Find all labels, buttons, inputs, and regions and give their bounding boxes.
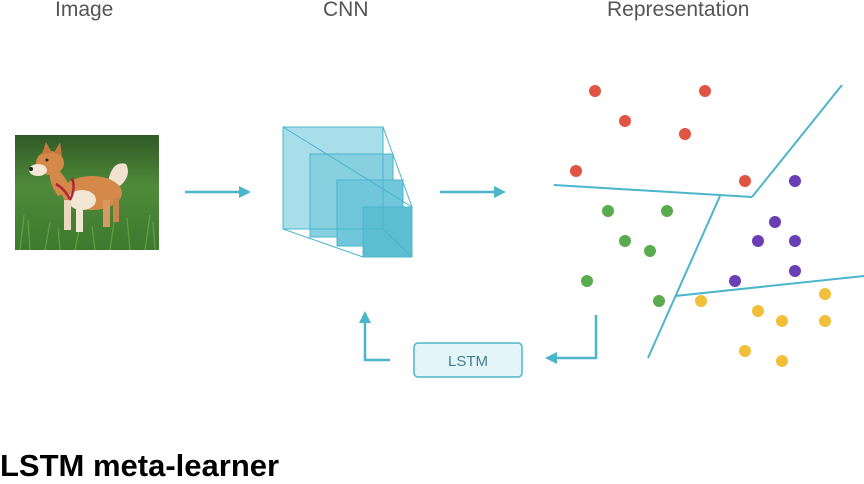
point-yellow <box>739 345 751 357</box>
point-red <box>699 85 711 97</box>
arrow-left-representation-to-lstm <box>545 315 598 364</box>
point-red <box>619 115 631 127</box>
shiba-inu-dog-photo <box>15 135 159 251</box>
cnn-label: CNN <box>323 0 369 21</box>
arrow-right-cnn-to-representation <box>440 186 506 198</box>
lstm-label: LSTM <box>448 353 488 370</box>
point-green <box>619 235 631 247</box>
representation-points-purple <box>729 175 801 287</box>
point-yellow <box>752 305 764 317</box>
point-yellow <box>695 295 707 307</box>
point-purple <box>769 216 781 228</box>
page-title: LSTM meta-learner <box>0 448 280 483</box>
point-purple <box>789 235 801 247</box>
point-red <box>589 85 601 97</box>
point-green <box>661 205 673 217</box>
meta-learner-diagram: LSTM <box>15 84 864 378</box>
point-purple <box>789 265 801 277</box>
representation-points-green <box>581 205 673 307</box>
point-green <box>602 205 614 217</box>
point-purple <box>789 175 801 187</box>
point-yellow <box>819 288 831 300</box>
point-green <box>581 275 593 287</box>
point-purple <box>752 235 764 247</box>
image-label: Image <box>55 0 114 21</box>
point-yellow <box>776 355 788 367</box>
point-red <box>739 175 751 187</box>
point-red <box>570 165 582 177</box>
decision-boundaries <box>553 84 864 359</box>
representation-points-yellow <box>695 288 831 367</box>
point-red <box>679 128 691 140</box>
point-green <box>644 245 656 257</box>
lstm-box: LSTM <box>413 342 523 378</box>
arrow-right-image-to-cnn <box>185 186 251 198</box>
arrow-up-lstm-to-cnn <box>359 311 390 362</box>
representation-points-red <box>570 85 751 187</box>
point-purple <box>729 275 741 287</box>
representation-label: Representation <box>607 0 750 21</box>
point-yellow <box>819 315 831 327</box>
point-yellow <box>776 315 788 327</box>
cnn-cube-stack <box>282 126 413 258</box>
point-green <box>653 295 665 307</box>
